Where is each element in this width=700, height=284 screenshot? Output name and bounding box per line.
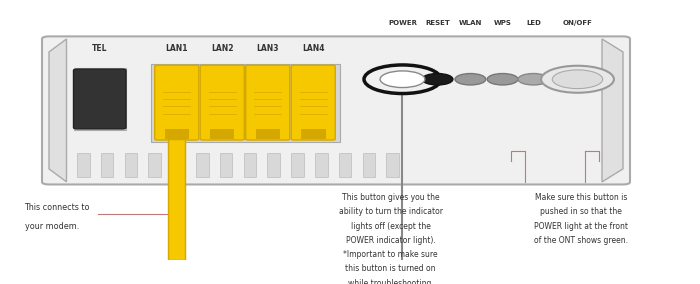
FancyBboxPatch shape	[42, 36, 630, 185]
Bar	[315, 153, 328, 177]
Bar	[363, 153, 375, 177]
Bar	[291, 153, 304, 177]
FancyBboxPatch shape	[246, 65, 290, 140]
Bar	[301, 129, 326, 139]
Bar	[256, 129, 280, 139]
Circle shape	[364, 65, 441, 93]
Text: LAN3: LAN3	[256, 43, 279, 53]
Circle shape	[518, 74, 549, 85]
Bar	[244, 153, 256, 177]
FancyBboxPatch shape	[74, 69, 126, 129]
Circle shape	[541, 66, 614, 93]
Bar	[210, 129, 235, 139]
Text: POWER indicator light).: POWER indicator light).	[346, 236, 435, 245]
Text: lights off (except the: lights off (except the	[351, 222, 430, 231]
Text: This button gives you the: This button gives you the	[342, 193, 440, 202]
Bar	[220, 153, 232, 177]
Text: of the ONT shows green.: of the ONT shows green.	[534, 236, 628, 245]
Bar	[150, 64, 340, 142]
Text: LAN1: LAN1	[165, 43, 188, 53]
FancyBboxPatch shape	[291, 65, 335, 140]
Bar	[101, 153, 113, 177]
Text: WLAN: WLAN	[458, 20, 482, 26]
Bar	[77, 153, 90, 177]
Text: Make sure this button is: Make sure this button is	[535, 193, 627, 202]
Text: *Important to make sure: *Important to make sure	[343, 250, 438, 259]
Bar	[125, 153, 137, 177]
Bar	[168, 139, 185, 260]
Text: TEL: TEL	[92, 43, 108, 53]
Text: POWER light at the front: POWER light at the front	[534, 222, 628, 231]
Text: ON/OFF: ON/OFF	[563, 20, 592, 26]
Text: This connects to: This connects to	[25, 203, 90, 212]
Bar	[148, 153, 161, 177]
Bar	[386, 153, 399, 177]
Text: while troubleshooting.: while troubleshooting.	[348, 279, 433, 284]
FancyBboxPatch shape	[200, 65, 244, 140]
Text: LAN4: LAN4	[302, 43, 325, 53]
Bar	[74, 68, 126, 130]
Bar	[267, 153, 280, 177]
Circle shape	[422, 74, 453, 85]
Bar	[172, 153, 185, 177]
Bar	[164, 129, 189, 139]
Text: LAN2: LAN2	[211, 43, 234, 53]
Text: pushed in so that the: pushed in so that the	[540, 207, 622, 216]
Polygon shape	[49, 39, 66, 182]
Text: RESET: RESET	[425, 20, 450, 26]
Polygon shape	[602, 39, 623, 182]
Bar	[196, 153, 209, 177]
Text: WPS: WPS	[494, 20, 512, 26]
Circle shape	[552, 70, 603, 89]
Text: your modem.: your modem.	[25, 222, 78, 231]
Circle shape	[455, 74, 486, 85]
Circle shape	[380, 71, 425, 87]
Bar	[339, 153, 351, 177]
Text: this button is turned on: this button is turned on	[345, 264, 436, 273]
Circle shape	[487, 74, 518, 85]
Text: ability to turn the indicator: ability to turn the indicator	[339, 207, 442, 216]
Text: POWER: POWER	[388, 20, 417, 26]
Text: LED: LED	[526, 20, 541, 26]
FancyBboxPatch shape	[155, 65, 199, 140]
